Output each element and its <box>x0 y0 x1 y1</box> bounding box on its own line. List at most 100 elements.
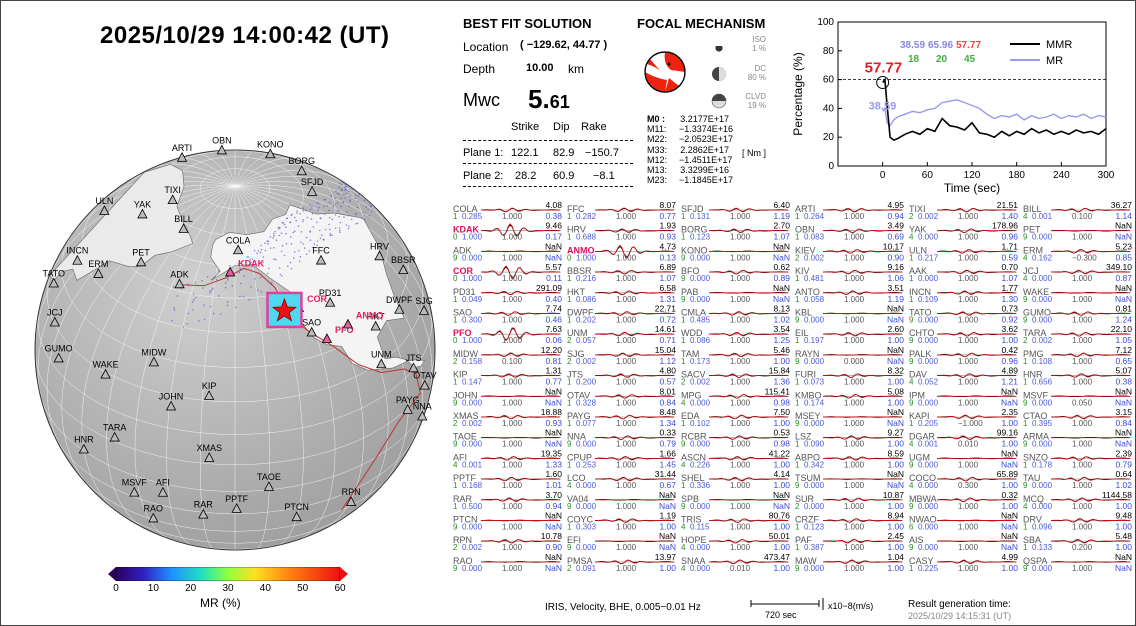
station-label: PTCN <box>284 502 309 512</box>
station-ratio: 0.71 <box>659 335 676 345</box>
station-cell: LCO 31.44 4 0.000 1.000 0.67 <box>567 469 676 490</box>
station-ratio: NaN <box>545 522 562 532</box>
station-cell: SFJD 6.40 1 0.131 1.000 1.19 <box>681 200 790 221</box>
station-cell: JOHN NaN 9 0.000 1.000 NaN <box>453 386 562 407</box>
waveform-synthetic <box>823 207 902 213</box>
station-max-amp: 8.48 <box>659 407 676 417</box>
station-weight: 1 <box>453 502 458 511</box>
station-cell: ASCN 41.22 4 0.226 1.000 1.00 <box>681 448 790 469</box>
waveform-synthetic <box>481 497 560 503</box>
station-name: PAYG <box>567 411 591 421</box>
station-max-amp: 9.46 <box>545 221 562 231</box>
station-ratio: 1.00 <box>887 459 904 469</box>
station-label: XMAS <box>196 443 222 453</box>
station-name: EDA <box>681 411 700 421</box>
station-cell: RPN 10.78 2 0.002 1.000 0.90 <box>453 531 562 552</box>
station-scale: 1.000 <box>844 398 865 407</box>
station-misfit: 0.086 <box>576 295 597 304</box>
mr-grid-point <box>297 225 300 227</box>
station-name: YAK <box>909 225 926 235</box>
station-max-amp: 8.07 <box>659 200 676 210</box>
station-max-amp: NaN <box>887 345 904 355</box>
tensor-value: −1.1845E+17 <box>679 175 734 186</box>
station-name: MSEY <box>795 411 821 421</box>
station-cell: FURI 8.32 1 0.073 1.000 1.00 <box>795 366 904 387</box>
mr-grid-point <box>277 226 280 229</box>
waveform-synthetic <box>937 352 1016 358</box>
stat-bottom: 18 <box>908 54 920 65</box>
station-scale: 1.000 <box>1072 564 1093 573</box>
mr-grid-point <box>349 199 351 202</box>
station-ratio: 1.00 <box>1001 439 1018 449</box>
station-misfit: 0.336 <box>690 481 711 490</box>
station-max-amp: NaN <box>545 511 562 521</box>
station-misfit: 0.303 <box>576 523 597 532</box>
station-cell: SNZO 2.39 1 0.178 1.000 0.79 <box>1023 448 1132 469</box>
station-weight: 1 <box>1023 460 1028 469</box>
mr-grid-point <box>270 282 273 284</box>
station-misfit: 0.000 <box>918 316 939 325</box>
station-weight: 4 <box>681 543 686 552</box>
station-scale: 1.000 <box>958 274 979 283</box>
mr-grid-point <box>298 260 301 263</box>
station-misfit: 0.328 <box>576 398 597 407</box>
station-weight: 9 <box>567 543 572 552</box>
station-ratio: 0.84 <box>659 397 676 407</box>
station-used-label: COR <box>307 294 328 304</box>
station-max-amp: 9.16 <box>887 262 904 272</box>
station-ratio: 1.00 <box>773 542 790 552</box>
graticule-meridian <box>234 176 376 208</box>
station-weight: 1 <box>567 233 572 242</box>
station-misfit: 0.158 <box>462 357 483 366</box>
station-ratio: 0.79 <box>1115 459 1132 469</box>
mr-grid-point <box>198 320 200 322</box>
station-scale: 1.000 <box>1072 502 1093 511</box>
waveform-synthetic <box>709 394 788 399</box>
station-misfit: 0.000 <box>918 233 939 242</box>
station-weight: 1 <box>681 336 686 345</box>
station-used-triangle <box>225 266 236 277</box>
station-scale: 1.000 <box>616 233 637 242</box>
station-misfit: 0.002 <box>690 378 711 387</box>
station-label: OTAV <box>413 371 436 381</box>
station-scale: 1.000 <box>502 523 523 532</box>
waveform-synthetic <box>823 518 902 523</box>
station-ratio: 0.72 <box>659 315 676 325</box>
station-cell: ABPO 8.59 1 0.342 1.000 1.00 <box>795 448 904 469</box>
station-max-amp: 5.08 <box>887 386 904 396</box>
station-misfit: 0.485 <box>690 316 711 325</box>
station-name: ADK <box>453 245 472 255</box>
graticule-parallel <box>40 396 430 492</box>
mr-grid-point <box>309 208 312 210</box>
station-cell: ARTI 4.95 1 0.264 1.000 0.94 <box>795 200 904 221</box>
waveform-synthetic <box>1051 331 1130 337</box>
station-misfit: 0.387 <box>804 543 825 552</box>
waveform-synthetic <box>937 414 1016 420</box>
plate-boundary <box>182 267 421 511</box>
graticule-meridian <box>134 186 236 541</box>
col-dip: Dip <box>553 121 570 133</box>
mr-grid-point <box>285 243 288 245</box>
mr-grid-point <box>246 256 248 258</box>
station-triangle <box>296 165 307 176</box>
mr-grid-point <box>257 250 260 252</box>
graticule-parallel <box>37 309 433 435</box>
station-misfit: 0.285 <box>462 212 483 221</box>
station-name: CASY <box>909 556 934 566</box>
station-ratio: 1.19 <box>887 294 904 304</box>
waveform-synthetic <box>595 414 674 420</box>
station-name: RPN <box>453 535 472 545</box>
waveform-synthetic <box>709 331 788 337</box>
station-ratio: 1.00 <box>773 563 790 573</box>
mr-grid-point <box>295 220 298 222</box>
mr-grid-point <box>274 230 276 233</box>
station-name: GUMO <box>1023 308 1051 318</box>
station-scale: 1.000 <box>844 233 865 242</box>
station-ratio: 1.07 <box>659 273 676 283</box>
station-label: TAOE <box>257 472 281 482</box>
station-scale: 1.000 <box>502 440 523 449</box>
mr-grid-point <box>296 210 299 212</box>
station-ratio: 0.90 <box>545 542 562 552</box>
station-label: KIP <box>202 381 217 391</box>
x-tick-label: 60 <box>922 170 934 181</box>
